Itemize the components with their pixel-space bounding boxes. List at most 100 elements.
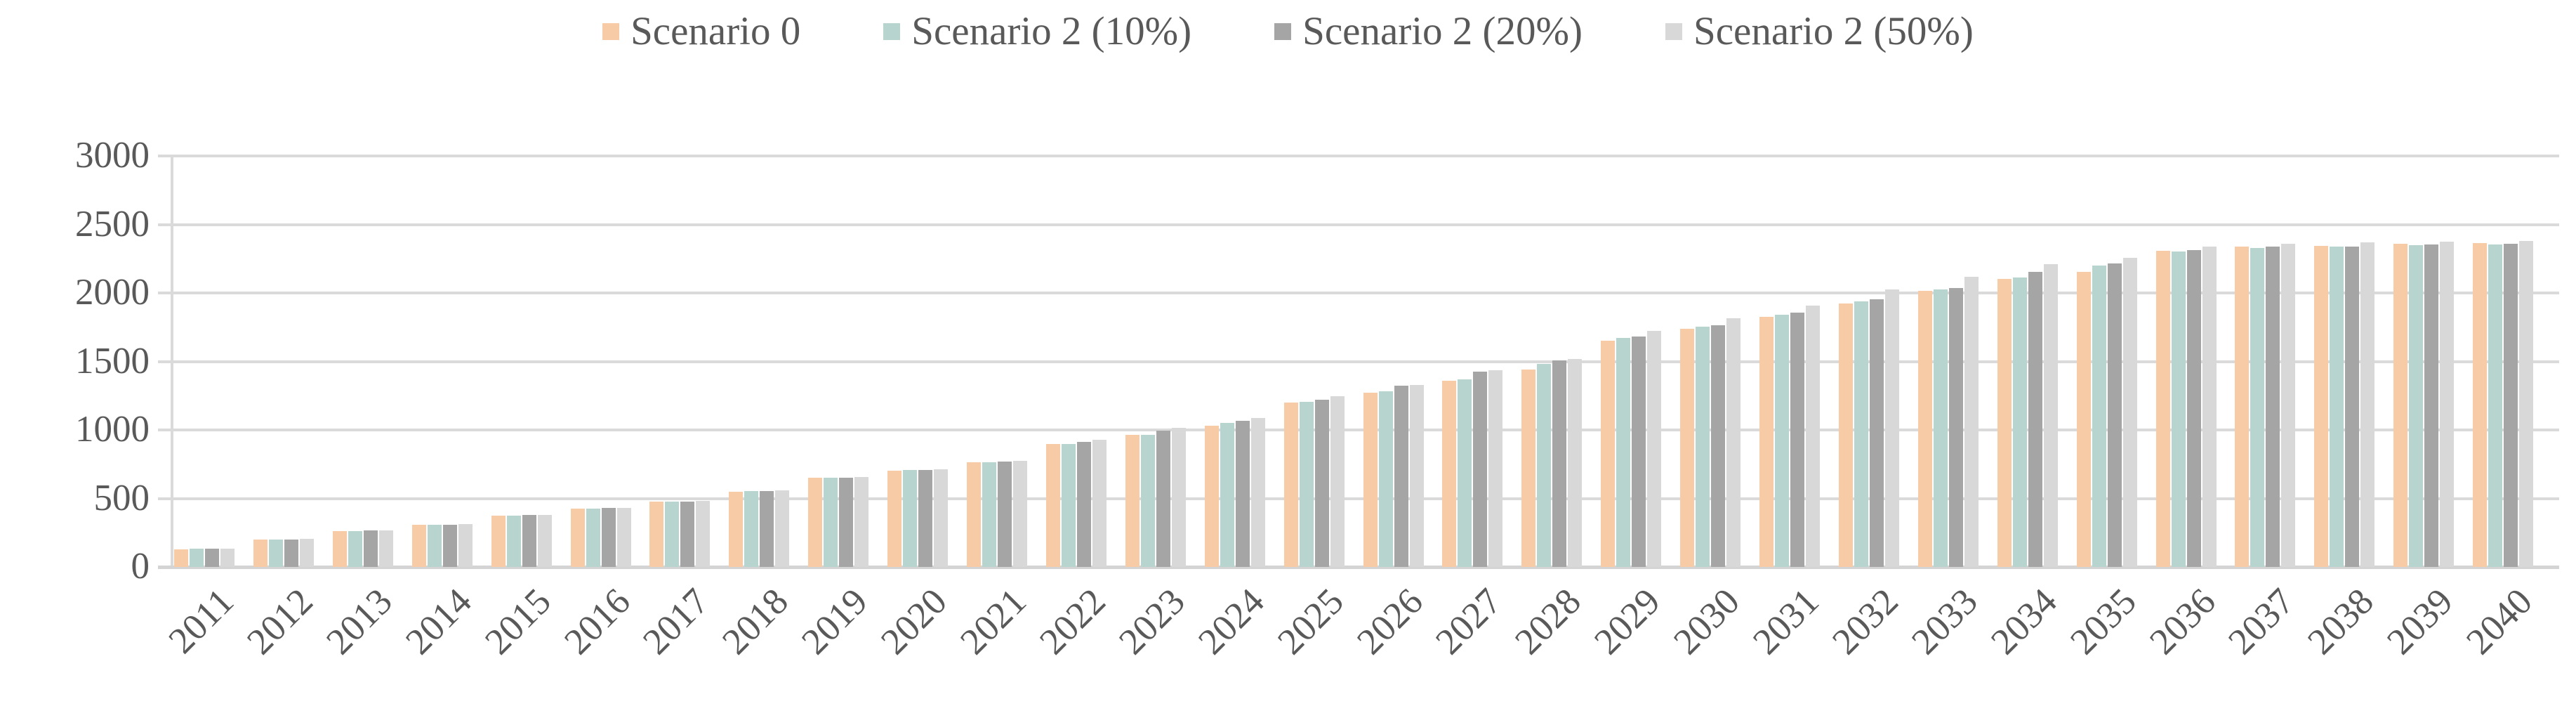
bar-2023-series-4 <box>1171 428 1186 567</box>
x-tick-label-2011: 2011 <box>161 580 242 662</box>
y-axis-tick <box>158 223 171 226</box>
x-tick-label-2035: 2035 <box>2062 580 2144 662</box>
bar-2020-series-2 <box>903 470 918 567</box>
x-tick-label-2040: 2040 <box>2459 580 2540 662</box>
y-tick-label-1500: 1500 <box>75 340 150 381</box>
legend-swatch-icon <box>1274 22 1292 40</box>
bar-2040-series-3 <box>2504 244 2518 567</box>
bar-2025-series-4 <box>1330 396 1345 567</box>
bar-2021-series-2 <box>982 462 996 567</box>
legend-item-4: Scenario 2 (50%) <box>1665 11 1974 51</box>
bar-2026-series-2 <box>1378 391 1393 567</box>
bar-2028-series-1 <box>1521 370 1536 567</box>
x-tick-label-2025: 2025 <box>1269 580 1352 662</box>
bar-2023-series-2 <box>1140 434 1155 567</box>
bar-2028-series-2 <box>1537 363 1552 567</box>
bar-2037-series-3 <box>2266 247 2280 567</box>
bar-2037-series-4 <box>2281 243 2296 567</box>
legend-label: Scenario 0 <box>630 9 801 53</box>
bar-2031-series-3 <box>1790 313 1804 567</box>
bar-2030-series-2 <box>1696 326 1710 567</box>
bar-2024-series-3 <box>1235 420 1250 567</box>
bar-2036-series-3 <box>2186 249 2201 567</box>
bar-2022-series-4 <box>1092 440 1107 567</box>
legend-swatch-icon <box>1665 22 1683 40</box>
bar-2012-series-2 <box>268 540 283 567</box>
bar-2013-series-3 <box>363 530 378 567</box>
bar-2031-series-4 <box>1806 306 1820 567</box>
bar-2040-series-4 <box>2519 240 2534 567</box>
gridline-1500 <box>171 360 2559 363</box>
legend-swatch-icon <box>602 22 620 40</box>
bar-2027-series-4 <box>1488 370 1503 567</box>
x-tick-label-2022: 2022 <box>1031 580 1114 662</box>
x-tick-label-2027: 2027 <box>1428 580 1510 662</box>
bar-2015-series-2 <box>506 515 521 567</box>
bar-2032-series-1 <box>1838 303 1853 567</box>
bar-2029-series-4 <box>1647 331 1662 567</box>
bar-2037-series-2 <box>2250 247 2265 567</box>
x-tick-label-2019: 2019 <box>794 580 876 662</box>
bar-2023-series-3 <box>1156 431 1170 567</box>
bar-2026-series-4 <box>1409 384 1424 567</box>
x-tick-label-2012: 2012 <box>239 580 321 662</box>
bar-2019-series-2 <box>824 478 838 567</box>
bar-2014-series-4 <box>458 524 473 567</box>
bar-2024-series-1 <box>1204 425 1219 567</box>
bar-2031-series-1 <box>1759 316 1774 567</box>
x-tick-label-2015: 2015 <box>477 580 559 662</box>
bar-2036-series-4 <box>2202 246 2217 567</box>
bar-2030-series-1 <box>1680 329 1695 567</box>
bar-2029-series-1 <box>1601 341 1616 567</box>
bar-2028-series-3 <box>1552 360 1567 567</box>
x-tick-label-2018: 2018 <box>715 580 797 662</box>
bar-2038-series-3 <box>2345 246 2360 567</box>
bar-2038-series-1 <box>2314 245 2329 567</box>
bar-2018-series-3 <box>760 490 774 567</box>
bar-2012-series-4 <box>299 539 314 567</box>
y-axis-tick <box>158 360 171 363</box>
x-tick-label-2031: 2031 <box>1745 580 1827 662</box>
bar-2016-series-4 <box>616 507 631 567</box>
bar-2012-series-1 <box>253 540 267 567</box>
bar-2018-series-1 <box>729 491 744 567</box>
legend-label: Scenario 2 (50%) <box>1693 9 1974 53</box>
bar-2017-series-3 <box>680 501 695 567</box>
x-tick-label-2038: 2038 <box>2300 580 2382 662</box>
bar-2011-series-4 <box>220 549 235 567</box>
bar-2039-series-3 <box>2424 244 2439 567</box>
bar-2027-series-1 <box>1442 381 1457 567</box>
bar-2022-series-1 <box>1045 444 1060 567</box>
x-tick-label-2026: 2026 <box>1349 580 1431 662</box>
bar-2012-series-3 <box>284 539 298 567</box>
bar-2039-series-2 <box>2409 245 2424 567</box>
bar-2014-series-1 <box>411 525 426 567</box>
legend-label: Scenario 2 (20%) <box>1302 9 1583 53</box>
y-axis-line <box>171 156 173 569</box>
y-tick-label-2000: 2000 <box>75 272 150 313</box>
bar-2013-series-4 <box>378 530 393 567</box>
bar-2015-series-3 <box>522 515 536 567</box>
bar-2018-series-4 <box>775 490 790 567</box>
bar-2039-series-4 <box>2440 241 2455 567</box>
x-tick-label-2033: 2033 <box>1903 580 1986 662</box>
bar-2025-series-3 <box>1314 400 1329 567</box>
bar-2034-series-1 <box>1997 278 2012 567</box>
bar-2016-series-2 <box>586 508 600 567</box>
x-tick-label-2039: 2039 <box>2379 580 2462 662</box>
bar-2034-series-3 <box>2028 271 2042 567</box>
x-tick-label-2021: 2021 <box>952 580 1034 662</box>
legend-item-2: Scenario 2 (10%) <box>883 11 1191 51</box>
x-tick-label-2034: 2034 <box>1983 580 2065 662</box>
bar-2021-series-1 <box>967 462 981 567</box>
x-tick-label-2036: 2036 <box>2141 580 2224 662</box>
bar-2021-series-3 <box>998 462 1012 567</box>
bar-2011-series-2 <box>190 549 204 567</box>
x-tick-label-2029: 2029 <box>1587 580 1669 662</box>
bar-2035-series-1 <box>2076 271 2091 567</box>
bar-2034-series-4 <box>2043 264 2058 567</box>
y-tick-label-0: 0 <box>131 546 150 587</box>
bar-2033-series-4 <box>1964 276 1979 567</box>
x-tick-label-2032: 2032 <box>1824 580 1906 662</box>
